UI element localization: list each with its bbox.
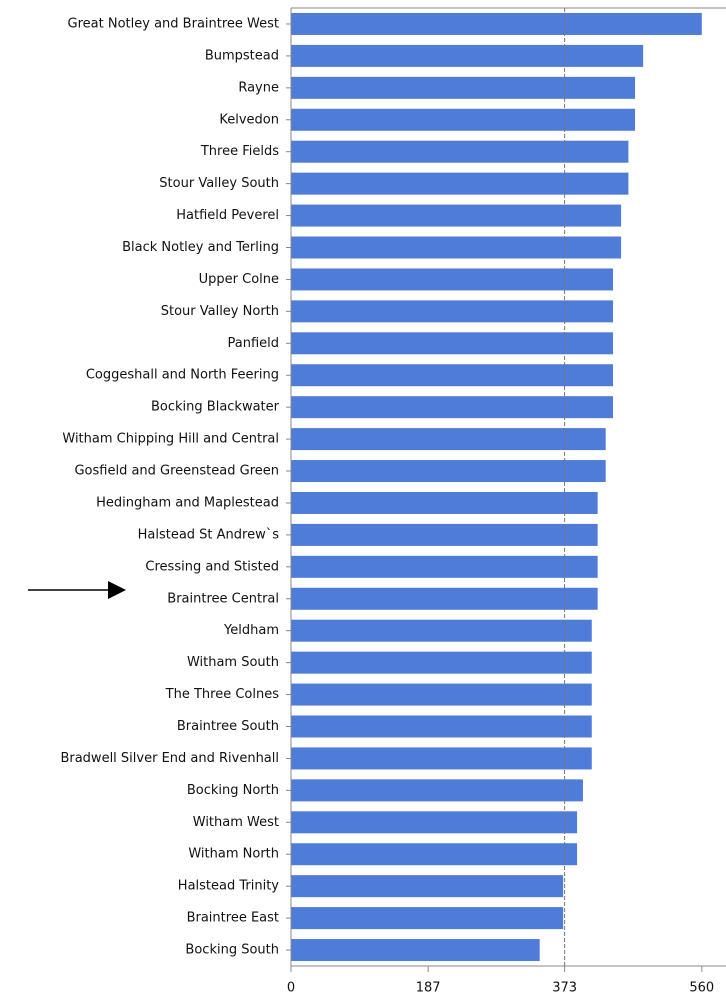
x-tick-label: 187 [416, 981, 441, 996]
bar [291, 523, 598, 546]
bar [291, 204, 622, 227]
y-tick-label: Hedingham and Maplestead [96, 495, 279, 510]
y-tick-label: Cressing and Stisted [145, 559, 279, 574]
y-tick-label: Bumpstead [205, 48, 279, 63]
bar [291, 555, 598, 578]
bar [291, 44, 644, 67]
y-tick-label: Rayne [238, 80, 279, 95]
y-tick-label: Bradwell Silver End and Rivenhall [60, 751, 279, 766]
y-tick-label: Stour Valley South [159, 176, 279, 191]
y-tick-label: Bocking North [187, 783, 279, 798]
y-tick-label: Braintree East [187, 911, 279, 926]
x-tick-label: 373 [552, 981, 577, 996]
y-tick-label: Witham South [187, 655, 279, 670]
y-tick-label: Braintree Central [167, 591, 279, 606]
y-tick-label: Kelvedon [219, 112, 279, 127]
bar [291, 907, 564, 930]
bar [291, 140, 629, 163]
y-tick-label: Witham Chipping Hill and Central [62, 432, 279, 447]
bar [291, 715, 592, 738]
bar [291, 651, 592, 674]
bar [291, 364, 614, 387]
y-tick-label: Witham West [193, 815, 279, 830]
y-tick-label: Black Notley and Terling [122, 240, 279, 255]
bar [291, 460, 606, 483]
y-tick-label: Bocking Blackwater [151, 400, 280, 415]
bar [291, 332, 614, 355]
x-tick-label: 0 [287, 981, 295, 996]
y-tick-label: Halstead St Andrew`s [138, 527, 280, 542]
arrow-head [108, 581, 126, 599]
y-tick-label: Coggeshall and North Feering [86, 368, 279, 383]
bar [291, 779, 583, 802]
bar [291, 12, 702, 35]
bar [291, 843, 578, 866]
y-tick-label: Braintree South [177, 719, 279, 734]
bar [291, 428, 606, 451]
y-tick-label: Great Notley and Braintree West [68, 16, 279, 31]
bar [291, 172, 629, 195]
bar [291, 587, 598, 610]
y-tick-label: The Three Colnes [165, 687, 280, 702]
y-tick-label: Gosfield and Greenstead Green [74, 464, 279, 479]
bar [291, 236, 622, 259]
bar [291, 396, 614, 419]
bar [291, 875, 564, 898]
y-tick-label: Bocking South [185, 943, 279, 958]
y-tick-label: Halstead Trinity [178, 879, 280, 894]
y-tick-label: Stour Valley North [161, 304, 279, 319]
bar [291, 268, 614, 291]
bar [291, 300, 614, 323]
y-tick-label: Upper Colne [199, 272, 279, 287]
bar [291, 811, 578, 834]
bar [291, 76, 636, 99]
bar [291, 747, 592, 770]
y-tick-label: Yeldham [223, 623, 279, 638]
y-tick-label: Three Fields [200, 144, 279, 159]
y-tick-label: Hatfield Peverel [176, 208, 279, 223]
x-tick-label: 560 [689, 981, 714, 996]
bar [291, 491, 598, 514]
bar [291, 683, 592, 706]
bar [291, 939, 540, 962]
y-tick-label: Witham North [188, 847, 279, 862]
bar [291, 108, 636, 131]
y-tick-label: Panfield [227, 336, 279, 351]
bar [291, 619, 592, 642]
